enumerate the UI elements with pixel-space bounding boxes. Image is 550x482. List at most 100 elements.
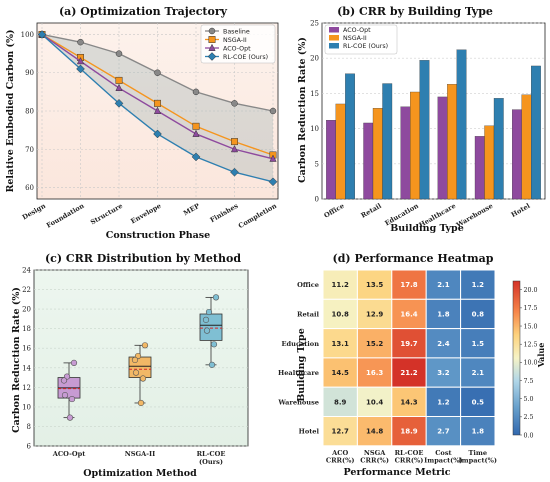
bar-rl-coe-ours- — [493, 98, 504, 200]
panel-c-ytick-label: 14 — [22, 364, 31, 372]
colorbar-tick-label: 10.0 — [524, 360, 538, 367]
heatmap-cell-label: 1.2 — [472, 281, 485, 289]
panel-a-xtick-label: Completion — [237, 202, 278, 230]
panel-d-col-label: RL-COE — [395, 449, 424, 457]
colorbar-tick-label: 0.0 — [524, 432, 534, 439]
panel-c-ytick-label: 16 — [22, 345, 31, 353]
panel-c-ytick-label: 6 — [27, 443, 32, 451]
colorbar-tick-label: 17.5 — [524, 305, 538, 312]
panel-d-ylabel: Building Type — [296, 328, 307, 402]
heatmap-cell-label: 17.8 — [400, 281, 417, 289]
data-point — [115, 50, 123, 57]
panel-c-ytick-label: 18 — [22, 325, 31, 333]
bar-nsga-ii — [484, 125, 495, 200]
bar-rl-coe-ours- — [382, 83, 393, 200]
bar-aco-opt — [326, 120, 336, 200]
box-data-point — [205, 308, 213, 316]
heatmap-cell-label: 16.3 — [366, 369, 383, 377]
panel-c-xtick-label: ACO-Opt — [52, 450, 86, 458]
box-data-point — [208, 361, 216, 368]
bar-rl-coe-ours- — [345, 73, 355, 200]
data-point — [154, 99, 161, 107]
heatmap-cell — [425, 328, 462, 359]
panel-d-col-label: Time — [469, 449, 488, 457]
panel-b-ylabel: Carbon Reduction Rate (%) — [297, 37, 308, 183]
legend-label: RL-COE (Ours) — [223, 54, 268, 61]
heatmap-cell-label: 1.5 — [472, 340, 485, 348]
box-data-point — [61, 392, 69, 399]
panel-a-ytick-label: 80 — [25, 108, 34, 116]
heatmap-cell — [356, 298, 393, 330]
bar-aco-opt — [400, 106, 411, 200]
colorbar-label: Value — [536, 343, 546, 369]
box-data-point — [212, 294, 220, 301]
heatmap-cell — [391, 416, 427, 447]
data-point — [208, 36, 216, 43]
panel-c-xtick-label: NSGA-II — [125, 450, 155, 458]
legend-label: NSGA-II — [223, 37, 247, 44]
panel-b-ytick-label: 10 — [310, 125, 319, 133]
data-point — [269, 107, 277, 115]
heatmap-cell-label: 1.8 — [472, 428, 485, 436]
panel-d-col-label: Impact(%) — [459, 456, 498, 464]
panel-a-ytick-label: 60 — [25, 184, 34, 192]
panel-c-ytick-label: 8 — [27, 423, 31, 431]
box-data-point — [139, 375, 147, 382]
heatmap-cell — [356, 269, 393, 300]
data-point — [191, 152, 201, 162]
data-point — [230, 167, 239, 177]
panel-d-col-label: NSGA — [364, 449, 386, 457]
panel-a-xtick-label: Design — [21, 202, 47, 222]
heatmap-cell-label: 16.4 — [400, 310, 417, 318]
heatmap-cell-label: 14.5 — [332, 369, 349, 377]
heatmap-cell-label: 8.9 — [334, 398, 347, 406]
heatmap-cell — [460, 357, 496, 388]
panel-d-row-label: Warehouse — [277, 398, 319, 406]
panel-a-xlabel: Construction Phase — [106, 230, 210, 241]
panel-d-col-label: Impact(%) — [424, 456, 463, 464]
colorbar-tick-label: 12.5 — [524, 341, 538, 348]
heatmap-cell-label: 3.2 — [437, 369, 450, 377]
heatmap-cell-label: 2.1 — [472, 369, 485, 377]
panel-a-ytick-label: 70 — [25, 146, 34, 154]
panel-a-xtick-label: Envelope — [129, 202, 162, 226]
panel-a-ytick-label: 100 — [21, 31, 34, 39]
heatmap-cell-label: 1.8 — [437, 310, 450, 318]
panel-a-ytick-label: 90 — [25, 69, 34, 77]
data-point — [37, 30, 47, 39]
panel-d: 11.2 13.5 17.8 2.1 1.2 10.8 12.9 16.4 1.8 0.8 13.1… — [277, 269, 538, 464]
heatmap-cell-label: 1.2 — [437, 398, 450, 406]
panel-c: 6 8 10 12 14 16 18 20 22 24 ACO-Opt NSGA-II RL-COE(O… — [22, 267, 249, 466]
box-data-point — [137, 399, 145, 407]
data-point — [192, 129, 200, 137]
box-data-point — [141, 342, 149, 349]
panel-b-xtick-label: Retail — [360, 202, 383, 220]
colorbar-tick-label: 15.0 — [524, 323, 538, 330]
legend-label: ACO-Opt — [343, 27, 371, 34]
panel-c-xlabel: Optimization Method — [83, 468, 197, 479]
panel-b-xtick-label: Warehouse — [454, 202, 494, 230]
heatmap-cell-label: 2.1 — [437, 281, 450, 289]
panel-c-ytick-label: 12 — [22, 384, 31, 392]
panel-a-title: (a) Optimization Trajectory — [59, 5, 228, 18]
box-data-point — [70, 359, 78, 366]
panel-d-row-label: Retail — [297, 310, 319, 318]
bar-aco-opt — [512, 109, 522, 200]
heatmap-cell-label: 15.2 — [366, 340, 383, 348]
panel-c-ytick-label: 20 — [22, 306, 31, 314]
panel-d-row-label: Office — [297, 281, 319, 289]
bar-nsga-ii — [521, 94, 532, 200]
colorbar-tick-label: 20.0 — [524, 287, 538, 294]
data-point — [207, 52, 217, 61]
heatmap-cell — [391, 357, 427, 388]
panel-b-legend — [324, 24, 398, 55]
panel-a-xtick-label: Foundation — [45, 202, 85, 230]
panel-b-ytick-label: 0 — [315, 196, 319, 204]
panel-b-title: (b) CRR by Building Type — [337, 5, 493, 18]
panel-d-row-label: Education — [282, 340, 320, 348]
heatmap-cell-label: 11.2 — [332, 281, 349, 289]
panel-b-ytick-label: 20 — [310, 55, 319, 63]
